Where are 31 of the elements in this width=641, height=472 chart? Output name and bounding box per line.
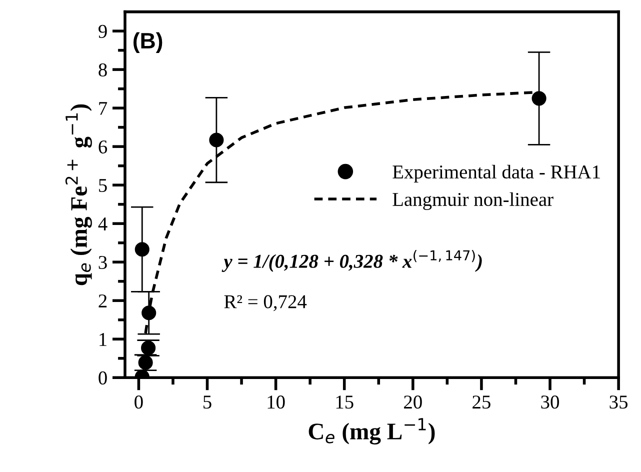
y-tick-label: 3 bbox=[98, 256, 107, 270]
y-tick-label: 4 bbox=[98, 218, 108, 230]
x-tick-label: 15 bbox=[336, 396, 354, 409]
y-tick-label: 5 bbox=[99, 179, 107, 192]
point bbox=[209, 132, 224, 148]
y-tick-label: 7 bbox=[99, 102, 108, 115]
x-axis-title: C$_{e}$ (mg L$^{−1}$) bbox=[308, 418, 435, 444]
legend-label: Langmuir non-linear bbox=[392, 192, 554, 210]
y-tick-label: 8 bbox=[98, 63, 107, 76]
point bbox=[138, 355, 153, 370]
x-tick-label: 35 bbox=[610, 396, 628, 409]
annotation: (B) bbox=[134, 32, 162, 53]
x-tick-label: 30 bbox=[541, 396, 559, 409]
point bbox=[532, 91, 546, 106]
annotation: R² = 0,724 bbox=[224, 295, 307, 312]
x-tick-label: 20 bbox=[404, 396, 422, 409]
y-tick-label: 2 bbox=[98, 294, 107, 308]
y-tick-label: 9 bbox=[98, 24, 107, 38]
point bbox=[142, 306, 156, 320]
y-tick-label: 0 bbox=[98, 371, 107, 385]
annotation: y = 1/(0,128 + 0,328 * x$^{(−1,147)}$) bbox=[222, 250, 482, 272]
x-tick-label: 25 bbox=[472, 396, 490, 409]
point bbox=[141, 340, 156, 356]
y-tick-label: 6 bbox=[98, 140, 108, 154]
x-tick-label: 0 bbox=[134, 396, 143, 409]
y-axis-title: q$_{e}$ (mg Fe$^{2+}$ g$^{−1}$) bbox=[65, 104, 92, 286]
legend-label: Experimental data - RHA1 bbox=[392, 164, 600, 182]
point bbox=[134, 242, 150, 257]
y-tick-label: 1 bbox=[100, 333, 106, 346]
x-tick-label: 10 bbox=[268, 396, 285, 409]
x-tick-label: 5 bbox=[204, 396, 212, 409]
